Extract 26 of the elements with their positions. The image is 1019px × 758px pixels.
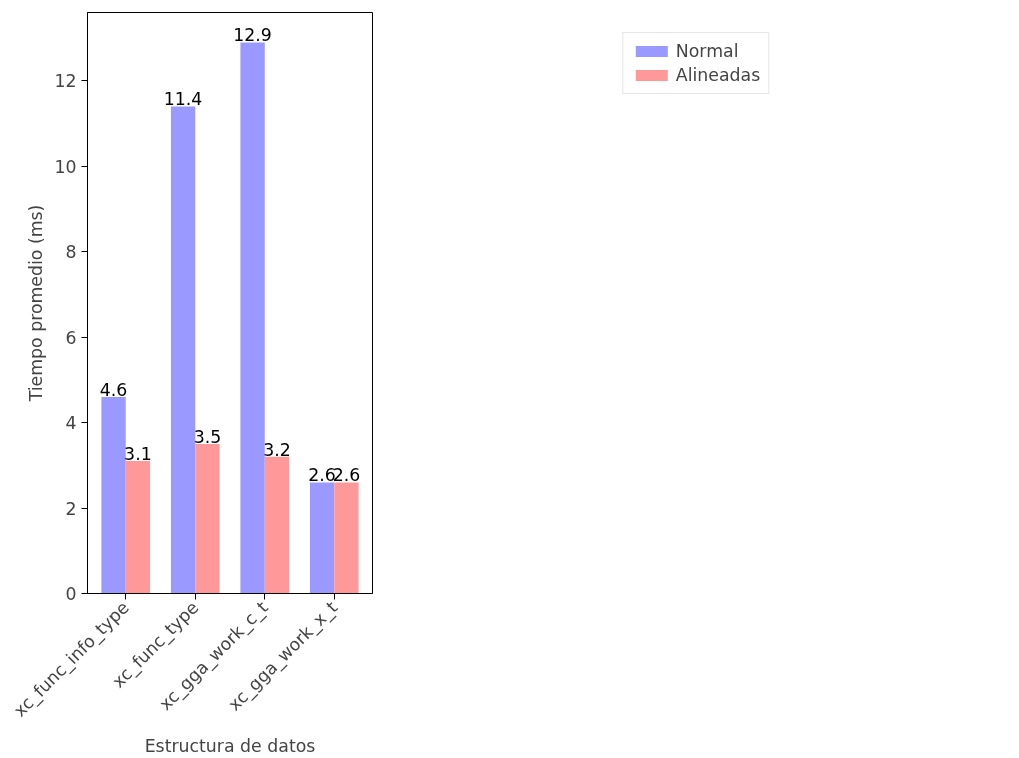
bar <box>309 482 335 594</box>
data-label: 4.6 <box>99 379 128 400</box>
bar <box>125 461 151 594</box>
bar <box>264 456 290 594</box>
y-tick-label: 6 <box>65 327 77 348</box>
y-tick-label: 8 <box>65 242 77 263</box>
y-axis-title: Tiempo promedio (ms) <box>26 204 47 403</box>
y-tick-label: 4 <box>65 413 77 434</box>
bar <box>101 396 126 594</box>
x-axis-title: Estructura de datos <box>144 735 316 756</box>
y-tick-label: 10 <box>54 156 77 177</box>
data-label: 3.5 <box>193 426 222 447</box>
bar <box>334 482 359 594</box>
data-label: 3.2 <box>263 439 291 460</box>
y-tick-label: 0 <box>65 584 77 604</box>
bar <box>240 42 265 594</box>
legend-label: Normal <box>675 41 739 61</box>
data-label: 3.1 <box>124 444 152 465</box>
y-tick-label: 12 <box>54 71 77 92</box>
y-tick-label: 2 <box>65 498 77 519</box>
data-label: 2.6 <box>308 465 336 486</box>
data-label: 12.9 <box>233 25 272 46</box>
data-label: 11.4 <box>163 89 203 110</box>
bar <box>170 106 196 594</box>
legend-label: Alineadas <box>675 65 761 85</box>
bar <box>195 443 220 594</box>
